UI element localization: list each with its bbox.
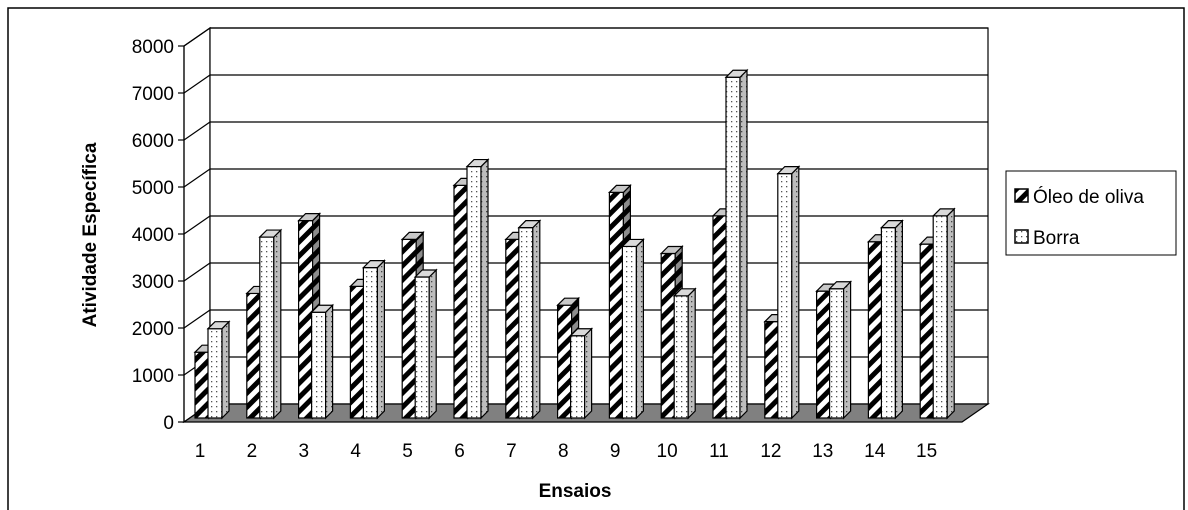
legend-label-oleo: Óleo de oliva <box>1033 186 1144 208</box>
x-tick-label: 11 <box>709 441 729 462</box>
x-tick-label: 6 <box>454 441 465 462</box>
bars <box>193 68 956 420</box>
y-tick-label: 1000 <box>132 366 174 387</box>
bar-borra-8 <box>569 327 594 420</box>
x-tick-label: 4 <box>350 441 361 462</box>
y-axis-ticks: 0 1000 2000 3000 4000 5000 6000 7000 8000 <box>132 37 184 434</box>
bar-borra-10 <box>672 287 697 420</box>
y-tick-label: 7000 <box>132 84 174 105</box>
y-tick-label: 0 <box>163 413 174 434</box>
plot-area <box>182 26 990 424</box>
bar-borra-6 <box>465 158 490 420</box>
gridline <box>183 27 988 47</box>
bar-borra-15 <box>931 207 956 420</box>
x-tick-label: 7 <box>506 441 517 462</box>
bar-borra-7 <box>517 219 542 420</box>
y-tick-label: 4000 <box>132 225 174 246</box>
bar-borra-9 <box>620 238 645 420</box>
x-tick-label: 1 <box>195 441 206 462</box>
x-tick-label: 8 <box>558 441 569 462</box>
x-tick-label: 9 <box>610 441 621 462</box>
y-axis-label: Atividade Específica <box>80 142 101 327</box>
legend-label-borra: Borra <box>1033 228 1080 249</box>
legend-swatch-borra <box>1014 229 1029 244</box>
x-tick-label: 14 <box>864 441 886 462</box>
bar-borra-3 <box>310 303 335 420</box>
legend-border <box>1005 170 1177 256</box>
y-tick-label: 2000 <box>132 319 174 340</box>
y-tick-label: 8000 <box>132 37 174 58</box>
legend: Óleo de oliva Borra <box>1005 170 1177 256</box>
x-tick-label: 12 <box>760 441 781 462</box>
x-tick-label: 15 <box>916 441 937 462</box>
bar-borra-1 <box>206 320 231 420</box>
x-tick-label: 3 <box>299 441 310 462</box>
legend-swatch-oleo <box>1014 188 1029 203</box>
x-axis-ticks: 1 2 3 4 5 6 7 8 9 10 11 12 13 14 15 <box>195 441 937 462</box>
x-axis-label: Ensaios <box>539 481 612 502</box>
bar-borra-13 <box>828 280 853 420</box>
x-tick-label: 13 <box>812 441 833 462</box>
x-tick-label: 2 <box>247 441 258 462</box>
y-tick-label: 6000 <box>132 131 174 152</box>
y-tick-label: 5000 <box>132 178 174 199</box>
bar-borra-12 <box>776 165 801 420</box>
bar-borra-14 <box>879 219 904 420</box>
bar-borra-5 <box>413 268 438 420</box>
y-tick-label: 3000 <box>132 272 174 293</box>
bar-borra-2 <box>258 228 283 420</box>
x-tick-label: 5 <box>402 441 413 462</box>
x-tick-label: 10 <box>657 441 678 462</box>
bar-borra-11 <box>724 68 749 420</box>
bar-borra-4 <box>361 259 386 420</box>
